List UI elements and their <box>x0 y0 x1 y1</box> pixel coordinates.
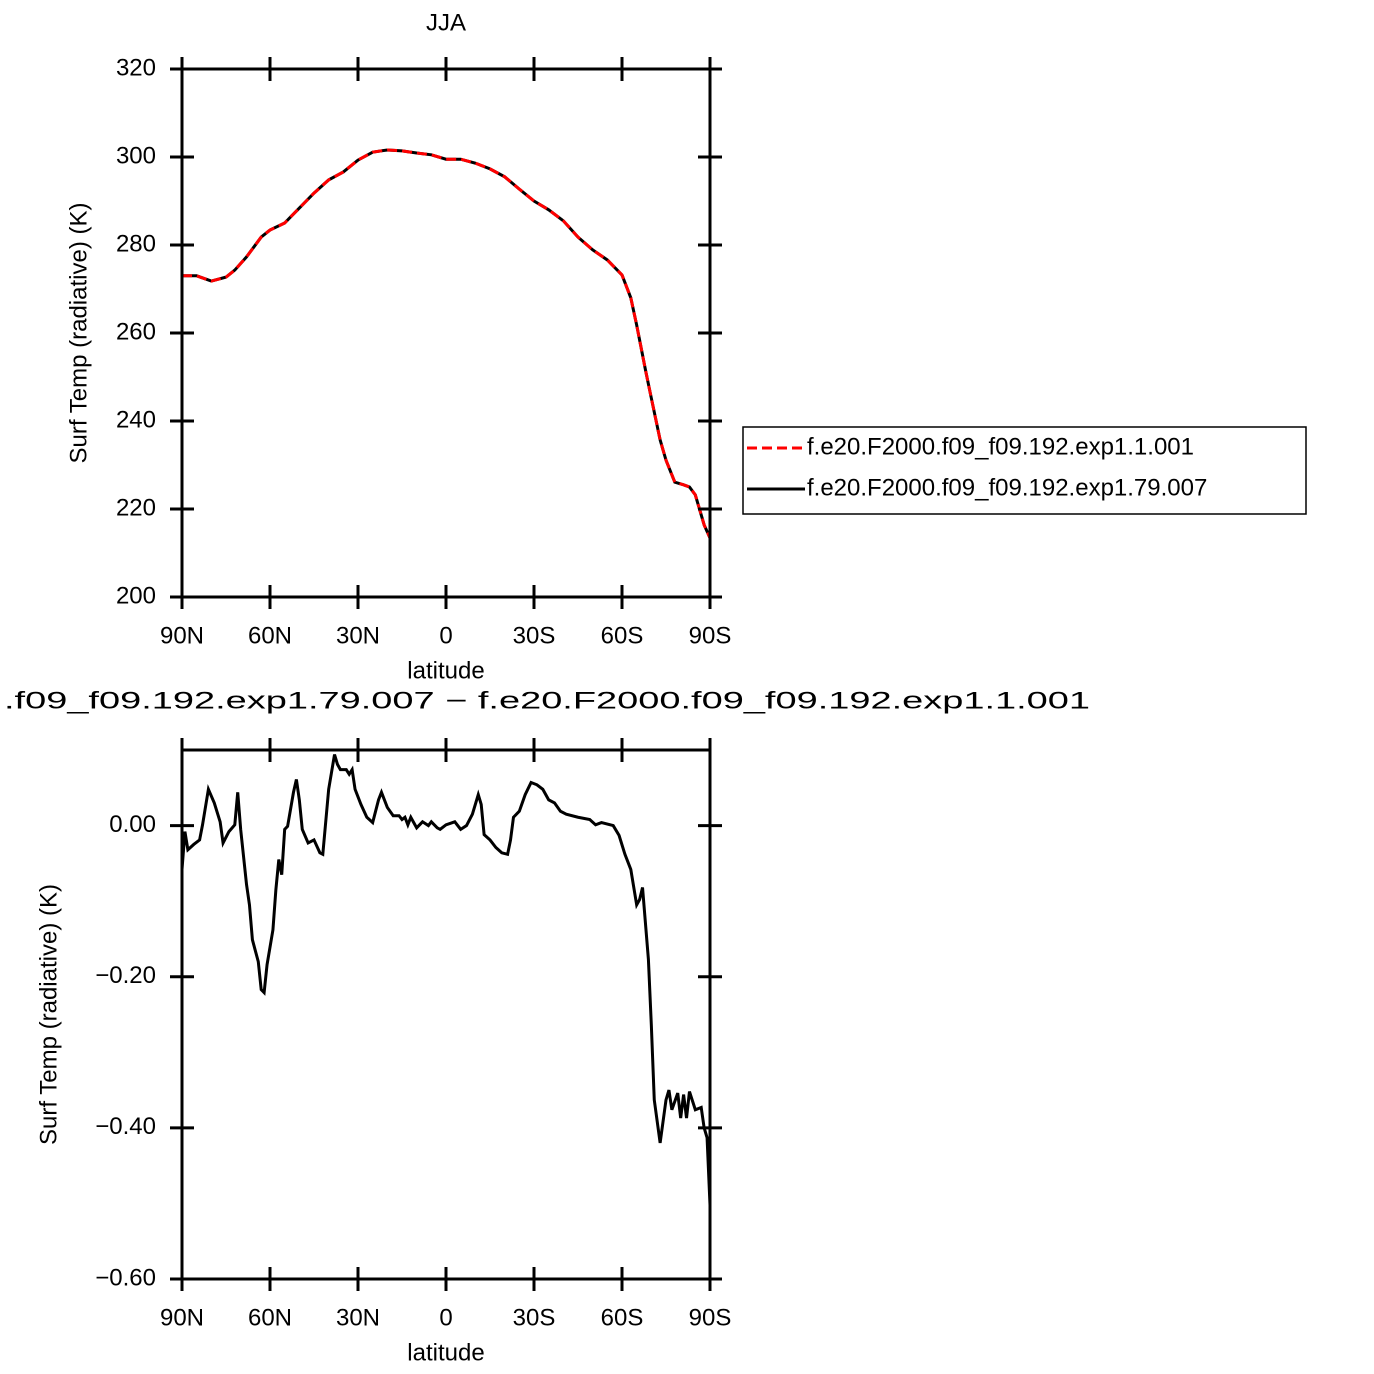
x-tick-label: 60N <box>248 1304 292 1331</box>
y-tick-label: 320 <box>116 54 156 81</box>
plot-frame <box>180 67 712 599</box>
y-tick-label: −0.60 <box>95 1264 156 1291</box>
legend-label: f.e20.F2000.f09_f09.192.exp1.1.001 <box>807 433 1194 460</box>
x-tick-label: 30S <box>513 1304 556 1331</box>
x-tick-label: 90S <box>689 622 732 649</box>
x-tick-label: 90N <box>160 622 204 649</box>
x-tick-label: 60N <box>248 622 292 649</box>
x-tick-label: 90S <box>689 1304 732 1331</box>
legend: f.e20.F2000.f09_f09.192.exp1.1.001 f.e20.… <box>742 426 1307 515</box>
y-tick-label: 220 <box>116 494 156 521</box>
legend-label: f.e20.F2000.f09_f09.192.exp1.79.007 <box>807 474 1207 501</box>
x-tick-label: 30N <box>336 622 380 649</box>
chart-title: .f09_f09.192.exp1.79.007 − f.e20.F2000.f… <box>4 687 1090 714</box>
y-tick-label: −0.40 <box>95 1113 156 1140</box>
y-tick-label: 260 <box>116 318 156 345</box>
x-tick-label: 90N <box>160 1304 204 1331</box>
data-line <box>180 754 712 1206</box>
legend-box <box>742 426 1307 515</box>
data-line <box>182 148 712 539</box>
x-tick-label: 30S <box>513 622 556 649</box>
x-tick-label: 0 <box>439 622 452 649</box>
y-tick-label: −0.20 <box>95 962 156 989</box>
y-tick-label: 300 <box>116 142 156 169</box>
chart-title: JJA <box>426 9 466 36</box>
y-axis-label: Surf Temp (radiative) (K) <box>35 884 62 1145</box>
x-axis-label: latitude <box>407 657 484 684</box>
data-line <box>182 148 712 539</box>
x-tick-label: 30N <box>336 1304 380 1331</box>
y-tick-label: 280 <box>116 230 156 257</box>
x-tick-label: 60S <box>601 1304 644 1331</box>
y-tick-label: 240 <box>116 406 156 433</box>
y-tick-label: 0.00 <box>109 811 156 838</box>
x-tick-label: 0 <box>439 1304 452 1331</box>
plot-frame <box>180 748 712 1281</box>
x-axis-label: latitude <box>407 1339 484 1366</box>
y-tick-label: 200 <box>116 582 156 609</box>
x-tick-label: 60S <box>601 622 644 649</box>
y-axis-label: Surf Temp (radiative) (K) <box>65 203 92 464</box>
